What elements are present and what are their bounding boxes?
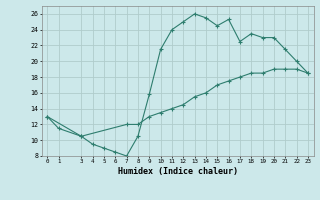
X-axis label: Humidex (Indice chaleur): Humidex (Indice chaleur) [118, 167, 237, 176]
